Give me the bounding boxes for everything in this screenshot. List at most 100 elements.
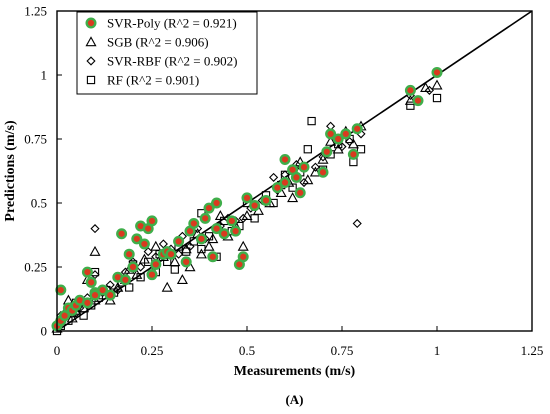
data-point-circle: [165, 248, 177, 260]
data-point-circle: [226, 215, 238, 227]
data-point-diamond: [345, 136, 355, 147]
data-point-diamond: [105, 280, 115, 290]
y-tick-label: 1: [41, 68, 48, 83]
y-axis-title: Predictions (m/s): [3, 120, 18, 222]
data-point-triangle: [89, 245, 101, 256]
data-point-circle: [207, 251, 219, 263]
data-point-triangle: [325, 135, 337, 146]
data-point-circle: [351, 123, 363, 135]
data-point-circle: [211, 197, 223, 209]
data-point-diamond: [143, 247, 153, 257]
data-point-square: [432, 93, 442, 103]
x-tick-label: 1: [434, 343, 441, 358]
data-point-circle: [294, 187, 306, 199]
data-point-circle: [431, 66, 443, 78]
data-point-square: [307, 116, 316, 126]
data-point-circle: [317, 166, 329, 178]
data-point-diamond: [238, 213, 248, 223]
x-tick-label: 1.25: [521, 343, 544, 358]
legend-label: SVR-Poly (R^2 = 0.921): [107, 16, 237, 31]
y-tick-label: 0: [41, 324, 48, 339]
data-point-circle: [85, 276, 97, 288]
x-tick-label: 0.5: [239, 343, 255, 358]
data-point-circle: [188, 217, 200, 229]
data-point-circle: [199, 212, 211, 224]
data-point-triangle: [195, 248, 207, 259]
data-point-diamond: [269, 172, 279, 182]
y-tick-label: 0.5: [31, 196, 47, 211]
x-axis-title: Measurements (m/s): [234, 364, 356, 379]
legend-marker-triangle: [85, 36, 97, 47]
data-point-circle: [290, 171, 302, 183]
data-point-circle: [81, 297, 93, 309]
data-point-diamond: [337, 142, 347, 152]
data-point-triangle: [161, 281, 173, 292]
data-point-circle: [332, 133, 344, 145]
x-tick-label: 0: [54, 343, 61, 358]
data-point-triangle: [150, 240, 162, 251]
data-point-diamond: [352, 218, 362, 229]
data-point-circle: [249, 200, 261, 212]
y-tick-label: 0.75: [24, 132, 47, 147]
data-point-triangle: [138, 253, 150, 264]
data-point-triangle: [237, 240, 249, 251]
data-point-triangle: [431, 79, 443, 90]
y-tick-label: 1.25: [24, 4, 47, 19]
legend: SVR-Poly (R^2 = 0.921) SGB (R^2 = 0.906) S…: [76, 11, 258, 95]
panel-label: (A): [285, 392, 303, 407]
data-point-circle: [271, 182, 283, 194]
data-point-square: [303, 145, 312, 154]
data-point-circle: [260, 194, 272, 206]
data-point-circle: [237, 251, 249, 263]
data-point-circle: [195, 233, 207, 245]
data-point-circle: [211, 223, 223, 235]
data-points-layer: [51, 66, 443, 336]
data-point-circle: [241, 192, 253, 204]
data-point-circle: [279, 177, 291, 189]
data-point-circle: [146, 269, 158, 281]
y-tick-label: 0.25: [24, 260, 47, 275]
data-point-circle: [55, 284, 67, 296]
data-point-triangle: [214, 210, 226, 221]
series-circle-points: [51, 66, 443, 332]
data-point-triangle: [207, 233, 219, 244]
data-point-diamond: [424, 85, 434, 95]
data-point-circle: [81, 266, 93, 278]
data-point-triangle: [203, 240, 215, 251]
data-point-triangle: [112, 281, 124, 292]
legend-label: RF (R^2 = 0.901): [107, 73, 199, 88]
data-point-circle: [230, 225, 242, 237]
data-point-square: [136, 273, 145, 282]
data-point-triangle: [176, 274, 188, 285]
data-point-circle: [97, 284, 109, 296]
data-point-circle: [150, 258, 162, 270]
axis-ticks-layer: 0 0.25 0.5 0.75 1 1.25 0 0.25 0.5 0.75 1 1.25: [24, 4, 543, 359]
data-point-diamond: [90, 224, 100, 234]
data-point-circle: [104, 289, 116, 301]
data-point-square: [406, 101, 415, 110]
data-point-diamond: [113, 285, 123, 295]
x-tick-label: 0.25: [141, 343, 164, 358]
data-point-triangle: [66, 312, 78, 323]
data-point-circle: [138, 238, 150, 250]
data-point-circle: [127, 261, 139, 273]
legend-marker-diamond: [86, 56, 96, 66]
data-point-circle: [116, 228, 128, 240]
data-point-triangle: [131, 268, 143, 279]
data-point-circle: [119, 274, 131, 286]
legend-label: SGB (R^2 = 0.906): [107, 35, 209, 50]
data-point-circle: [347, 148, 359, 160]
legend-label: SVR-RBF (R^2 = 0.902): [107, 54, 237, 69]
data-point-circle: [123, 248, 135, 260]
data-point-circle: [146, 215, 158, 227]
data-point-circle: [298, 161, 310, 173]
data-point-circle: [131, 233, 143, 245]
data-point-diamond: [310, 162, 320, 172]
data-point-triangle: [287, 192, 299, 203]
data-point-circle: [321, 146, 333, 158]
x-tick-label: 0.75: [331, 343, 354, 358]
data-point-diamond: [299, 177, 309, 188]
data-point-circle: [218, 228, 230, 240]
data-point-triangle: [169, 256, 181, 267]
